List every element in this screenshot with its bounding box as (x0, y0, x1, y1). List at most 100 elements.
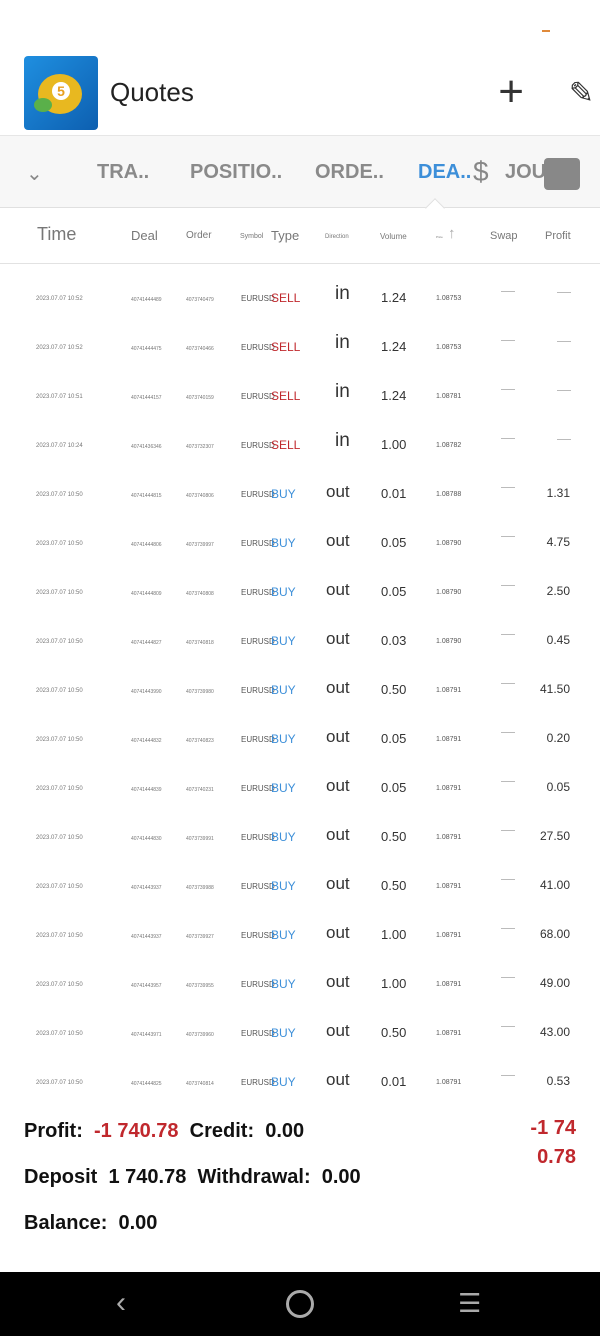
order-id: 4073740479 (186, 297, 214, 303)
deal-type: BUY (271, 1075, 296, 1089)
deal-id: 40741443957 (131, 983, 162, 989)
deal-profit: 0.53 (546, 1074, 570, 1088)
deal-direction: out (326, 1021, 350, 1040)
col-time[interactable]: Time (37, 224, 77, 244)
pencil-icon[interactable]: ✎ (568, 77, 594, 110)
deal-type: BUY (271, 879, 296, 893)
deal-row[interactable]: 2023.07.07 10:50 40741444827 4073740818 … (0, 617, 600, 666)
deal-type: BUY (271, 585, 296, 599)
deal-row[interactable]: 2023.07.07 10:50 40741443957 4073739955 … (0, 960, 600, 1009)
order-id: 4073732307 (186, 444, 214, 450)
deal-type: BUY (271, 634, 296, 648)
order-id: 4073739960 (186, 1032, 214, 1038)
tab-orders[interactable]: ORDE.. (315, 161, 384, 183)
recents-icon[interactable]: ☰ (458, 1288, 482, 1318)
deal-type: BUY (271, 732, 296, 746)
col-volume[interactable]: Volume (380, 232, 407, 241)
order-id: 4073740806 (186, 493, 214, 499)
column-headers: Time Deal Order Symbol Type Direction Vo… (0, 208, 600, 264)
order-id: 4073740814 (186, 1081, 214, 1087)
col-price[interactable]: Price (436, 235, 443, 239)
deal-row[interactable]: 2023.07.07 10:50 40741444815 4073740806 … (0, 470, 600, 519)
order-id: 4073739980 (186, 689, 214, 695)
tab-deals[interactable]: DEA.. (418, 161, 472, 183)
deal-time: 2023.07.07 10:50 (36, 786, 83, 792)
deal-direction: out (326, 580, 350, 599)
deal-row[interactable]: 2023.07.07 10:50 40741443990 4073739980 … (0, 666, 600, 715)
deal-price: 1.08791 (436, 932, 462, 939)
deal-id: 40741443937 (131, 885, 162, 891)
app-bar: 5 Quotes + ✎ (0, 50, 600, 135)
deal-direction: in (335, 381, 350, 402)
col-symbol[interactable]: Symbol (240, 233, 264, 240)
deal-row[interactable]: 2023.07.07 10:24 40741436346 4073732307 … (0, 421, 600, 470)
col-deal[interactable]: Deal (131, 228, 158, 243)
deal-row[interactable]: 2023.07.07 10:50 40741443937 4073739988 … (0, 862, 600, 911)
deal-direction: out (326, 972, 350, 991)
home-icon[interactable] (286, 1290, 314, 1318)
deal-time: 2023.07.07 10:52 (36, 345, 83, 351)
profit-empty-dash (557, 439, 571, 440)
deal-row[interactable]: 2023.07.07 10:50 40741444809 4073740808 … (0, 568, 600, 617)
deal-row[interactable]: 2023.07.07 10:50 40741444839 4073740231 … (0, 764, 600, 813)
profit-empty-dash (557, 341, 571, 342)
deal-row[interactable]: 2023.07.07 10:50 40741443971 4073739960 … (0, 1009, 600, 1058)
tab-trade[interactable]: TRA.. (97, 161, 150, 183)
balance-value: 0.00 (118, 1212, 158, 1234)
deal-time: 2023.07.07 10:52 (36, 296, 83, 302)
deal-direction: out (326, 776, 350, 795)
deal-id: 40741444839 (131, 787, 162, 793)
deal-direction: out (326, 1070, 350, 1089)
deal-volume: 1.24 (381, 290, 407, 305)
col-type[interactable]: Type (271, 228, 300, 243)
col-order[interactable]: Order (186, 230, 212, 241)
deal-type: BUY (271, 536, 296, 550)
deal-id: 40741443990 (131, 689, 162, 695)
deal-price: 1.08791 (436, 736, 462, 743)
plus-icon[interactable]: + (498, 67, 524, 116)
deal-row[interactable]: 2023.07.07 10:50 40741444825 4073740814 … (0, 1058, 600, 1107)
deal-direction: out (326, 531, 350, 550)
metatrader-logo[interactable]: 5 (24, 55, 98, 130)
calendar-icon[interactable] (544, 158, 580, 190)
deal-row[interactable]: 2023.07.07 10:50 40741444832 4073740823 … (0, 715, 600, 764)
dollar-refresh-icon[interactable]: $ (473, 156, 489, 187)
deal-row[interactable]: 2023.07.07 10:50 40741443937 4073739927 … (0, 911, 600, 960)
sort-up-icon[interactable]: ↑ (448, 225, 456, 242)
deal-volume: 0.50 (381, 829, 407, 844)
deal-symbol: EURUSD (241, 980, 275, 989)
deal-volume: 0.05 (381, 780, 407, 795)
deal-id: 40741444475 (131, 346, 162, 352)
deal-price: 1.08782 (436, 442, 462, 449)
tab-positions[interactable]: POSITIO.. (190, 161, 283, 183)
deal-id: 40741444830 (131, 836, 162, 842)
deal-symbol: EURUSD (241, 1078, 275, 1087)
deal-profit: 41.50 (539, 682, 570, 696)
deal-row[interactable]: 2023.07.07 10:51 40741444157 4073740159 … (0, 372, 600, 421)
swap-empty-dash (501, 438, 515, 439)
swap-empty-dash (501, 389, 515, 390)
order-id: 4073739955 (186, 983, 214, 989)
deal-row[interactable]: 2023.07.07 10:52 40741444475 4073740466 … (0, 323, 600, 372)
tab-journal[interactable]: JOU (505, 161, 547, 183)
deal-profit: 0.45 (546, 633, 570, 647)
withdrawal-value: 0.00 (321, 1166, 361, 1188)
order-id: 4073740231 (186, 787, 214, 793)
order-id: 4073739927 (186, 934, 214, 940)
deal-symbol: EURUSD (241, 490, 275, 499)
swap-empty-dash (501, 977, 515, 978)
deal-type: BUY (271, 1026, 296, 1040)
deal-row[interactable]: 2023.07.07 10:50 40741444806 4073739997 … (0, 519, 600, 568)
deal-volume: 0.50 (381, 682, 407, 697)
deal-time: 2023.07.07 10:50 (36, 737, 83, 743)
deal-row[interactable]: 2023.07.07 10:50 40741444830 4073739991 … (0, 813, 600, 862)
deal-id: 40741443937 (131, 934, 162, 940)
chevron-down-icon[interactable]: ⌄ (26, 163, 43, 185)
col-direction[interactable]: Direction (325, 234, 349, 240)
deal-type: SELL (271, 389, 301, 403)
deal-row[interactable]: 2023.07.07 10:52 40741444489 4073740479 … (0, 274, 600, 323)
deal-symbol: EURUSD (241, 637, 275, 646)
col-swap[interactable]: Swap (490, 230, 518, 242)
col-profit[interactable]: Profit (545, 230, 571, 242)
back-icon[interactable]: ‹ (116, 1286, 126, 1319)
